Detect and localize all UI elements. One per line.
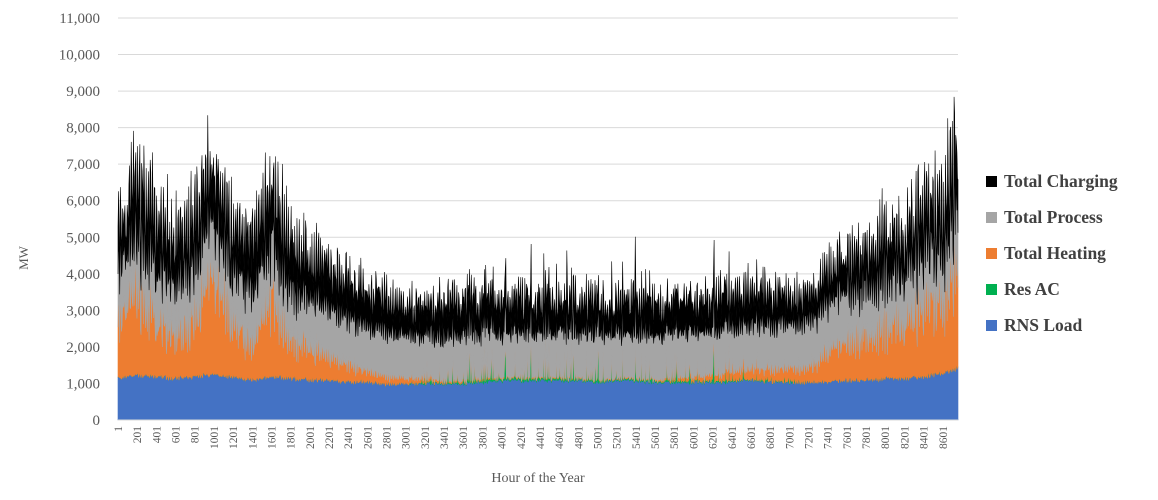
x-tick-label: 1401	[247, 426, 259, 449]
area-total-charging	[117, 96, 959, 348]
y-tick-label: 7,000	[66, 157, 100, 173]
y-tick-label: 10,000	[59, 48, 100, 64]
x-tick-label: 1801	[286, 426, 298, 449]
x-tick-label: 6801	[765, 426, 777, 449]
x-tick-label: 601	[171, 426, 183, 444]
x-tick-label: 6201	[708, 426, 720, 449]
y-tick-label: 5,000	[66, 230, 100, 246]
legend-swatch-total-charging	[986, 176, 997, 187]
legend-label-total-heating: Total Heating	[1004, 243, 1106, 263]
x-tick-label: 1201	[228, 426, 240, 449]
axes: 0 1,000 2,000 3,000 4,000 5,000 6,000 7,000 8,00…	[59, 11, 958, 449]
y-tick-label: 4,000	[66, 267, 100, 283]
x-tick-label: 4401	[535, 426, 547, 449]
x-tick-label: 8201	[899, 426, 911, 449]
x-tick-label: 7601	[842, 426, 854, 449]
x-tick-label: 201	[132, 426, 144, 444]
legend-swatch-total-heating	[986, 248, 997, 259]
x-tick-label: 4001	[497, 426, 509, 449]
legend-label-total-process: Total Process	[1004, 207, 1103, 227]
x-tick-label: 2001	[305, 426, 317, 449]
x-tick-label: 401	[151, 426, 163, 444]
legend-label-rns-load: RNS Load	[1004, 315, 1083, 335]
x-tick-label: 4801	[573, 426, 585, 449]
x-tick-label: 5601	[650, 426, 662, 449]
x-tick-label: 8401	[919, 426, 931, 449]
x-tick-label: 3001	[401, 426, 413, 449]
x-tick-label: 8001	[880, 426, 892, 449]
x-tick-label: 7801	[861, 426, 873, 449]
plot-area	[117, 96, 959, 421]
x-tick-label: 2201	[324, 426, 336, 449]
x-tick-label: 2401	[343, 426, 355, 449]
x-tick-label: 3401	[439, 426, 451, 449]
y-tick-label: 8,000	[66, 121, 100, 137]
x-tick-label: 4601	[554, 426, 566, 449]
x-tick-label: 8601	[938, 426, 950, 449]
legend-label-total-charging: Total Charging	[1004, 171, 1118, 191]
x-tick-label: 5001	[593, 426, 605, 449]
x-tick-label: 5201	[612, 426, 624, 449]
x-tick-label: 1	[113, 426, 125, 432]
x-tick-label: 7001	[784, 426, 796, 449]
x-tick-label: 3801	[477, 426, 489, 449]
legend: Total Charging Total Process Total Heating…	[986, 171, 1118, 335]
x-tick-label: 5801	[669, 426, 681, 449]
legend-label-res-ac: Res AC	[1004, 279, 1060, 299]
x-tick-label: 4201	[516, 426, 528, 449]
x-tick-label: 1601	[266, 426, 278, 449]
x-tick-label: 6401	[727, 426, 739, 449]
legend-swatch-rns-load	[986, 320, 997, 331]
y-tick-label: 3,000	[66, 303, 100, 319]
x-tick-label: 2601	[362, 426, 374, 449]
x-tick-label: 6601	[746, 426, 758, 449]
x-tick-label: 3601	[458, 426, 470, 449]
legend-swatch-res-ac	[986, 284, 997, 295]
x-tick-label: 1001	[209, 426, 221, 449]
x-tick-label: 2801	[382, 426, 394, 449]
x-tick-label: 801	[190, 426, 202, 444]
x-tick-label: 7201	[803, 426, 815, 449]
legend-swatch-total-process	[986, 212, 997, 223]
x-tick-label: 7401	[823, 426, 835, 449]
y-axis-title: MW	[16, 245, 31, 270]
y-tick-label: 11,000	[59, 11, 100, 27]
x-tick-label: 5401	[631, 426, 643, 449]
y-tick-label: 1,000	[66, 376, 100, 392]
x-tick-label: 3201	[420, 426, 432, 449]
x-axis-title: Hour of the Year	[491, 471, 585, 486]
y-tick-label: 2,000	[66, 340, 100, 356]
y-tick-label: 6,000	[66, 194, 100, 210]
y-tick-label: 0	[93, 413, 101, 429]
x-tick-label: 6001	[688, 426, 700, 449]
y-tick-label: 9,000	[66, 84, 100, 100]
